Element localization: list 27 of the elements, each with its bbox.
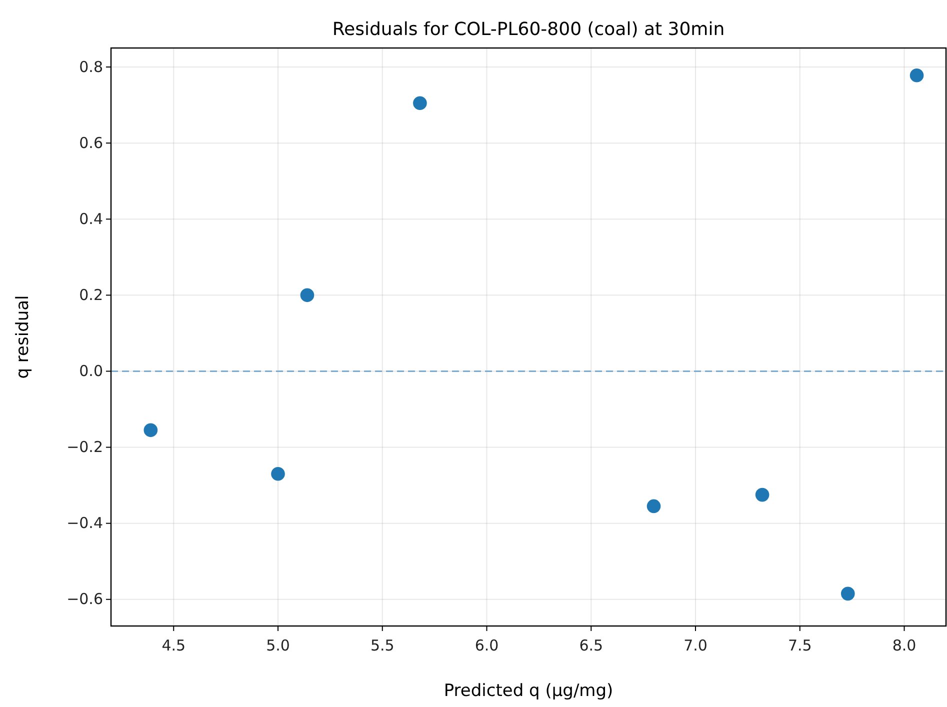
chart-title: Residuals for COL-PL60-800 (coal) at 30min xyxy=(332,19,725,40)
x-tick-label: 5.5 xyxy=(370,636,394,654)
x-tick-label: 6.5 xyxy=(579,636,604,654)
x-tick-label: 6.0 xyxy=(474,636,499,654)
x-tick-label: 4.5 xyxy=(162,636,186,654)
y-tick-label: −0.6 xyxy=(66,590,103,608)
point xyxy=(271,467,285,481)
point xyxy=(755,488,770,502)
y-tick-label: 0.2 xyxy=(79,286,103,304)
point xyxy=(910,68,924,82)
x-tick-label: 7.5 xyxy=(788,636,812,654)
x-tick-label: 8.0 xyxy=(892,636,916,654)
point xyxy=(144,423,158,438)
point xyxy=(840,586,855,601)
y-tick-label: 0.8 xyxy=(79,58,103,76)
y-tick-label: −0.4 xyxy=(66,514,103,532)
point xyxy=(646,499,661,514)
y-tick-label: −0.2 xyxy=(66,438,103,456)
x-tick-label: 7.0 xyxy=(684,636,708,654)
y-tick-label: 0.6 xyxy=(79,134,103,152)
x-tick-label: 5.0 xyxy=(266,636,290,654)
point xyxy=(413,96,427,110)
y-tick-label: 0.0 xyxy=(79,362,103,380)
y-tick-label: 0.4 xyxy=(79,210,103,228)
point xyxy=(300,288,314,302)
x-axis-title: Predicted q (μg/mg) xyxy=(444,681,614,701)
y-axis-title: q residual xyxy=(13,295,33,379)
